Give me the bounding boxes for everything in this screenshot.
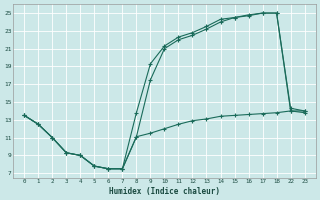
X-axis label: Humidex (Indice chaleur): Humidex (Indice chaleur)	[109, 187, 220, 196]
